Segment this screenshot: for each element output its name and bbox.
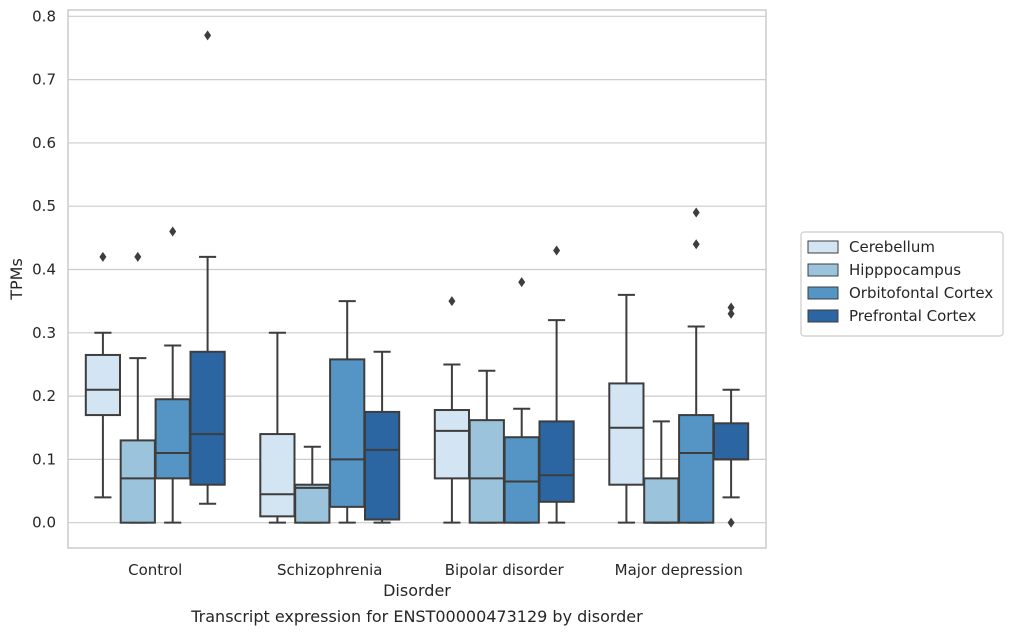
iqr-box bbox=[678, 414, 715, 524]
iqr-box bbox=[189, 350, 226, 486]
y-tick-label: 0.2 bbox=[32, 387, 56, 405]
y-tick-labels: 0.0 0.1 0.2 0.3 0.4 0.5 0.6 0.7 0.8 bbox=[32, 7, 56, 531]
iqr-box bbox=[329, 358, 366, 508]
legend-item: Hipppocampus bbox=[807, 261, 961, 279]
x-tick-labels: Control Schizophrenia Bipolar disorder Majo… bbox=[128, 561, 743, 579]
legend-label: Hipppocampus bbox=[849, 261, 961, 279]
iqr-box bbox=[433, 409, 471, 480]
box-orbitofontal-cortex bbox=[154, 226, 191, 524]
iqr-box bbox=[538, 420, 575, 503]
y-tick-label: 0.4 bbox=[32, 261, 56, 279]
iqr-box bbox=[154, 398, 191, 480]
y-tick-label: 0.5 bbox=[32, 197, 56, 215]
figure-caption: Transcript expression for ENST0000047312… bbox=[190, 607, 643, 626]
box-prefrontal-cortex bbox=[712, 302, 750, 528]
iqr-box bbox=[119, 439, 156, 524]
box-prefrontal-cortex bbox=[363, 350, 401, 524]
outlier-point bbox=[99, 251, 107, 262]
iqr-box bbox=[643, 477, 680, 524]
box-cerebellum bbox=[259, 331, 296, 524]
box-prefrontal-cortex bbox=[189, 30, 226, 505]
iqr-box bbox=[712, 422, 750, 461]
box-hipppocampus bbox=[643, 420, 680, 524]
box-orbitofontal-cortex bbox=[329, 300, 366, 524]
legend: Cerebellum Hipppocampus Orbitofontal Corte… bbox=[800, 231, 1004, 337]
iqr-box bbox=[363, 410, 401, 521]
box-hipppocampus bbox=[294, 445, 331, 524]
outlier-point bbox=[727, 517, 735, 528]
box-hipppocampus bbox=[119, 251, 156, 524]
box-series bbox=[84, 30, 750, 528]
iqr-box bbox=[503, 436, 540, 524]
y-tick-label: 0.1 bbox=[32, 450, 56, 468]
iqr-box bbox=[84, 353, 122, 417]
outlier-point bbox=[692, 207, 700, 218]
box-orbitofontal-cortex bbox=[678, 207, 715, 524]
outlier-point bbox=[204, 30, 212, 41]
legend-label: Orbitofontal Cortex bbox=[849, 284, 993, 302]
y-tick-label: 0.7 bbox=[32, 71, 56, 89]
outlier-point bbox=[727, 308, 735, 319]
legend-swatch bbox=[807, 263, 839, 277]
box-cerebellum bbox=[608, 293, 645, 524]
iqr-box bbox=[259, 433, 296, 518]
iqr-box bbox=[468, 419, 505, 524]
y-tick-label: 0.6 bbox=[32, 134, 56, 152]
legend-label: Cerebellum bbox=[849, 238, 935, 256]
box-orbitofontal-cortex bbox=[503, 277, 540, 524]
iqr-box bbox=[294, 483, 331, 524]
x-tick-label: Bipolar disorder bbox=[445, 561, 565, 579]
outlier-point bbox=[169, 226, 177, 237]
box-prefrontal-cortex bbox=[538, 245, 575, 524]
legend-label: Prefrontal Cortex bbox=[849, 307, 976, 325]
y-tick-label: 0.3 bbox=[32, 324, 56, 342]
x-tick-label: Schizophrenia bbox=[277, 561, 382, 579]
legend-swatch bbox=[807, 286, 839, 300]
x-tick-label: Major depression bbox=[615, 561, 743, 579]
legend-swatch bbox=[807, 240, 839, 254]
box-cerebellum bbox=[433, 296, 471, 524]
outlier-point bbox=[692, 239, 700, 250]
x-axis-label: Disorder bbox=[383, 581, 451, 600]
legend-item: Orbitofontal Cortex bbox=[807, 284, 993, 302]
outlier-point bbox=[518, 277, 526, 288]
outlier-point bbox=[553, 245, 561, 256]
outlier-point bbox=[134, 251, 142, 262]
legend-item: Cerebellum bbox=[807, 238, 935, 256]
y-axis-label: TPMs bbox=[7, 258, 26, 301]
outlier-point bbox=[727, 302, 735, 313]
y-tick-label: 0.8 bbox=[32, 7, 56, 25]
x-tick-label: Control bbox=[128, 561, 182, 579]
y-tick-label: 0.0 bbox=[32, 514, 56, 532]
box-cerebellum bbox=[84, 251, 122, 499]
legend-swatch bbox=[807, 309, 839, 323]
legend-item: Prefrontal Cortex bbox=[807, 307, 976, 325]
outlier-point bbox=[448, 296, 456, 307]
plot-frame bbox=[67, 9, 767, 549]
legend-frame bbox=[800, 231, 1004, 337]
box-hipppocampus bbox=[468, 369, 505, 524]
iqr-box bbox=[608, 382, 645, 486]
